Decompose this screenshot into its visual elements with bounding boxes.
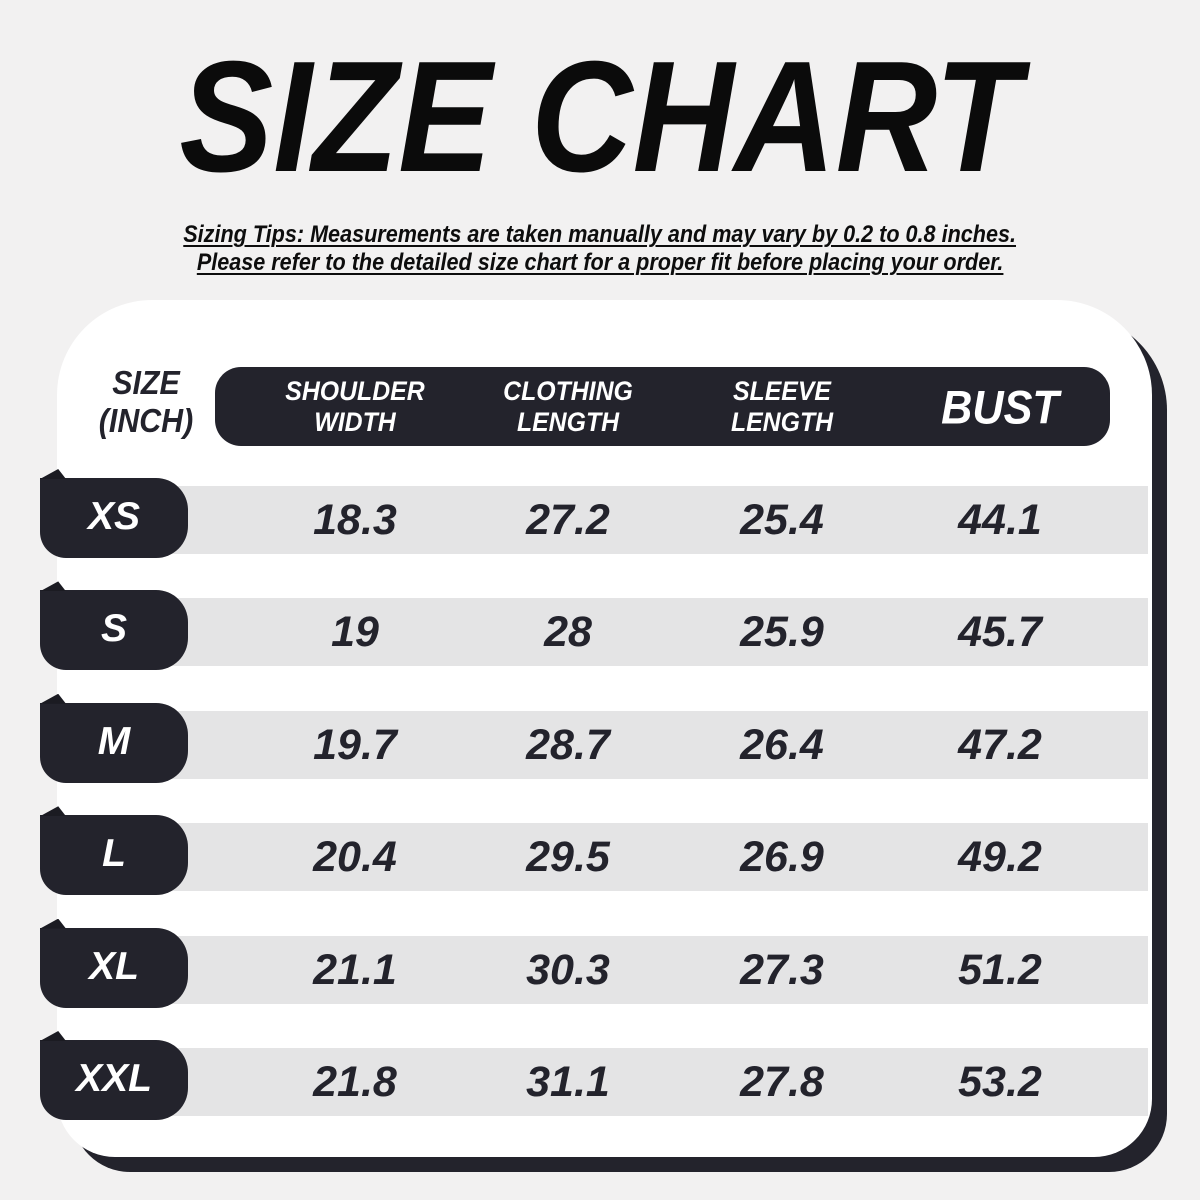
table-row: XS 18.3 27.2 25.4 44.1 bbox=[40, 469, 1148, 558]
cell-clothing-length: 29.5 bbox=[526, 833, 610, 882]
ribbon-fold-icon bbox=[40, 581, 66, 592]
cell-sleeve-length: 27.8 bbox=[740, 1058, 824, 1106]
table-row: XL 21.1 30.3 27.3 51.2 bbox=[40, 918, 1148, 1008]
size-ribbon: M bbox=[40, 693, 188, 783]
cell-sleeve-length: 25.9 bbox=[740, 608, 824, 657]
ribbon-fold-icon bbox=[40, 806, 66, 817]
table-row: XXL 21.8 31.1 27.8 53.2 bbox=[40, 1031, 1148, 1120]
size-label: S bbox=[100, 607, 127, 651]
cell-bust: 44.1 bbox=[958, 496, 1042, 544]
cell-shoulder-width: 20.4 bbox=[313, 833, 397, 882]
cell-shoulder-width: 18.3 bbox=[313, 496, 397, 544]
size-chart-card: SIZE (INCH) SHOULDER WIDTH CLOTHING LENG… bbox=[40, 300, 1152, 1157]
table-row: L 20.4 29.5 26.9 49.2 bbox=[40, 806, 1148, 896]
cell-shoulder-width: 21.1 bbox=[313, 945, 397, 994]
cell-bust: 47.2 bbox=[958, 720, 1042, 769]
table-header-bar: SHOULDER WIDTH CLOTHING LENGTH SLEEVE LE… bbox=[215, 367, 1110, 446]
cell-clothing-length: 28.7 bbox=[526, 720, 610, 769]
cell-sleeve-length: 27.3 bbox=[740, 945, 824, 994]
size-ribbon: XL bbox=[40, 918, 188, 1008]
cell-sleeve-length: 26.9 bbox=[740, 833, 824, 882]
column-header-clothing-length: CLOTHING LENGTH bbox=[503, 375, 633, 437]
cell-clothing-length: 28 bbox=[544, 608, 592, 657]
cell-bust: 45.7 bbox=[958, 608, 1042, 657]
ribbon-fold-icon bbox=[40, 1031, 66, 1041]
cell-clothing-length: 27.2 bbox=[526, 496, 610, 544]
column-header-bust: BUST bbox=[941, 380, 1059, 433]
cell-sleeve-length: 26.4 bbox=[740, 720, 824, 769]
table-row: M 19.7 28.7 26.4 47.2 bbox=[40, 693, 1148, 783]
cell-bust: 49.2 bbox=[958, 833, 1042, 882]
column-header-sleeve-length: SLEEVE LENGTH bbox=[730, 375, 834, 437]
column-header-shoulder-width: SHOULDER WIDTH bbox=[285, 375, 425, 437]
ribbon-fold-icon bbox=[40, 918, 66, 929]
sizing-tip-line-2: Please refer to the detailed size chart … bbox=[196, 249, 1004, 276]
page-title: SIZE CHART bbox=[179, 29, 1021, 205]
size-label: M bbox=[97, 719, 131, 763]
cell-shoulder-width: 21.8 bbox=[313, 1058, 397, 1106]
size-label: XXL bbox=[76, 1057, 152, 1100]
cell-bust: 51.2 bbox=[958, 945, 1042, 994]
cell-bust: 53.2 bbox=[958, 1058, 1042, 1106]
size-ribbon: L bbox=[40, 806, 188, 896]
sizing-tips: Sizing Tips: Measurements are taken manu… bbox=[0, 221, 1200, 277]
size-unit-label-line-1: SIZE bbox=[112, 364, 180, 401]
table-row: S 19 28 25.9 45.7 bbox=[40, 581, 1148, 671]
sizing-tip-line-1: Sizing Tips: Measurements are taken manu… bbox=[183, 221, 1017, 248]
cell-shoulder-width: 19 bbox=[331, 608, 379, 657]
size-label: L bbox=[102, 832, 126, 876]
cell-sleeve-length: 25.4 bbox=[740, 496, 824, 544]
size-ribbon: XXL bbox=[40, 1031, 188, 1120]
ribbon-fold-icon bbox=[40, 469, 66, 479]
size-label: XL bbox=[89, 944, 139, 988]
ribbon-fold-icon bbox=[40, 693, 66, 704]
cell-shoulder-width: 19.7 bbox=[313, 720, 397, 769]
size-ribbon: S bbox=[40, 581, 188, 671]
size-label: XS bbox=[87, 495, 141, 538]
cell-clothing-length: 31.1 bbox=[526, 1058, 610, 1106]
size-unit-label: SIZE (INCH) bbox=[79, 364, 213, 440]
size-unit-label-line-2: (INCH) bbox=[98, 402, 194, 439]
size-ribbon: XS bbox=[40, 469, 188, 558]
cell-clothing-length: 30.3 bbox=[526, 945, 610, 994]
